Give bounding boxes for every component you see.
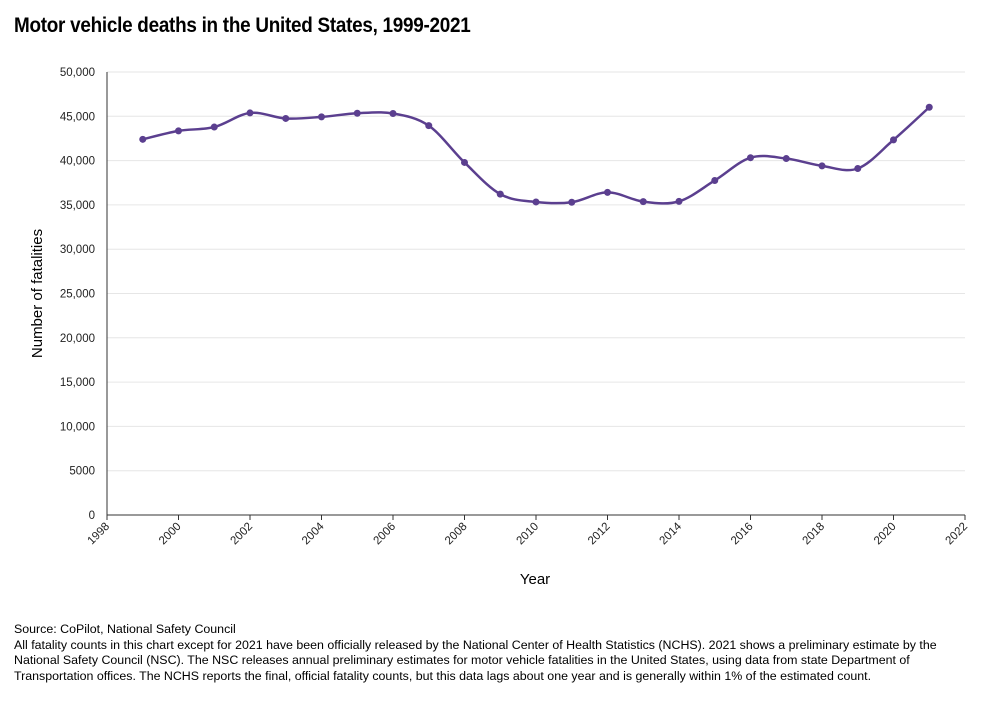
x-tick-label: 2018: [801, 521, 828, 548]
series-line: [142, 106, 931, 205]
line-chart: 0 5000 10,000 15,000 20,000 25,000 30,000 35,00…: [29, 67, 971, 588]
footnote: All fatality counts in this chart except…: [14, 637, 937, 683]
x-tick-label: 2002: [229, 521, 256, 548]
data-point: [747, 154, 754, 162]
data-point: [854, 165, 862, 173]
x-axis-label: Year: [520, 571, 550, 588]
data-point: [461, 158, 468, 166]
x-tick-label: 2014: [658, 520, 685, 547]
x-tick-label: 2016: [729, 521, 756, 548]
y-tick-label: 5000: [69, 466, 95, 478]
data-point: [675, 197, 683, 205]
data-point: [604, 188, 611, 196]
y-tick-label: 45,000: [60, 111, 95, 123]
data-point: [782, 155, 790, 163]
y-tick-label: 50,000: [60, 67, 95, 79]
y-tick-label: 20,000: [60, 333, 95, 345]
data-point: [925, 103, 933, 111]
data-point: [711, 176, 719, 184]
y-axis-label: Number of fatalities: [29, 229, 46, 358]
y-tick-label: 0: [89, 510, 95, 522]
data-point: [246, 109, 254, 117]
data-point: [175, 127, 182, 135]
x-tick-label: 2012: [586, 521, 613, 548]
x-tick-label: 2010: [515, 521, 542, 548]
data-point: [389, 110, 397, 118]
data-point: [139, 135, 147, 143]
x-tick-label: 2004: [300, 520, 327, 547]
y-tick-label: 30,000: [60, 244, 95, 256]
x-tick-label: 2008: [443, 521, 470, 548]
chart-title: Motor vehicle deaths in the United State…: [14, 14, 471, 37]
y-tick-label: 35,000: [60, 200, 95, 212]
data-point: [353, 109, 361, 117]
data-point: [890, 136, 897, 144]
x-tick-label: 2000: [157, 521, 184, 548]
data-point: [496, 190, 504, 198]
source-note: Source: CoPilot, National Safety Council: [14, 622, 236, 636]
data-point: [568, 198, 576, 206]
chart-notes: Source: CoPilot, National Safety Council…: [14, 622, 979, 684]
data-point: [318, 113, 325, 121]
y-tick-label: 15,000: [60, 377, 95, 389]
x-tick-label: 2022: [944, 521, 971, 548]
y-tick-label: 10,000: [60, 421, 95, 433]
x-tick-label: 2006: [372, 521, 399, 548]
data-point: [818, 162, 826, 170]
data-point: [282, 114, 290, 122]
x-tick-label: 1998: [86, 521, 113, 548]
data-point: [425, 122, 433, 130]
data-point: [532, 198, 540, 206]
data-point: [210, 123, 218, 131]
y-tick-label: 40,000: [60, 156, 95, 168]
x-tick-label: 2020: [872, 521, 899, 548]
y-tick-label: 25,000: [60, 289, 95, 301]
data-point: [639, 198, 647, 206]
